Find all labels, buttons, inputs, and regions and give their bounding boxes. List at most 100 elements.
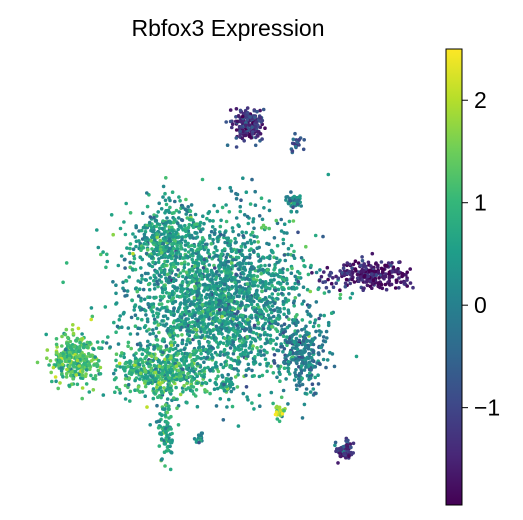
cell-point	[196, 261, 201, 266]
cell-point	[170, 431, 174, 436]
cell-point	[236, 355, 241, 360]
cell-point	[239, 198, 243, 202]
cell-point	[159, 268, 164, 272]
cell-point	[179, 261, 184, 266]
cell-point	[66, 335, 70, 340]
cell-point	[256, 352, 260, 357]
cell-point	[248, 202, 253, 206]
cell-point	[282, 360, 286, 365]
cell-point	[142, 242, 146, 246]
cell-point	[254, 332, 259, 336]
cell-point	[321, 349, 326, 353]
cell-point	[279, 395, 284, 400]
cell-point	[138, 255, 143, 260]
cell-point	[180, 310, 185, 315]
cell-point	[178, 252, 183, 257]
cell-point	[131, 261, 136, 265]
cell-point	[82, 345, 86, 349]
cell-point	[294, 286, 299, 290]
cell-point	[235, 119, 240, 124]
cell-point	[200, 236, 205, 240]
colorbar-tick-label: 0	[474, 292, 487, 318]
cell-point	[201, 266, 206, 270]
cell-point	[281, 388, 286, 393]
cell-point	[394, 269, 399, 273]
cell-point	[145, 191, 149, 195]
cell-point	[289, 190, 293, 194]
cell-point	[247, 287, 251, 291]
cell-point	[201, 345, 206, 349]
cell-point	[205, 324, 209, 329]
cell-point	[256, 130, 260, 134]
cell-point	[290, 346, 295, 350]
cell-point	[258, 258, 263, 263]
cell-point	[277, 274, 281, 279]
cell-point	[233, 358, 237, 363]
cell-point	[185, 280, 189, 284]
cell-point	[358, 275, 363, 279]
cell-point	[311, 387, 316, 391]
cell-point	[201, 368, 205, 373]
cell-point	[171, 320, 176, 325]
cell-point	[258, 125, 263, 130]
cell-point	[283, 258, 288, 263]
cell-point	[188, 312, 192, 317]
cell-point	[220, 314, 224, 319]
cell-point	[338, 288, 342, 293]
cell-point	[157, 370, 161, 375]
cell-point	[144, 226, 148, 230]
cell-point	[116, 342, 121, 346]
cell-point	[163, 464, 167, 468]
cell-point	[228, 365, 232, 369]
cell-point	[133, 363, 137, 367]
cell-point	[161, 337, 165, 341]
cell-point	[233, 236, 237, 241]
cell-point	[263, 263, 267, 268]
cell-point	[109, 213, 114, 217]
cell-point	[222, 382, 226, 387]
cell-point	[154, 224, 159, 229]
cell-point	[178, 314, 182, 319]
cell-point	[186, 283, 190, 288]
cell-point	[214, 324, 219, 329]
cell-point	[254, 291, 259, 296]
cell-point	[190, 389, 195, 393]
cell-point	[116, 263, 121, 268]
cell-point	[241, 318, 245, 323]
cell-point	[282, 306, 287, 311]
cell-point	[224, 362, 229, 367]
cell-point	[154, 389, 159, 393]
cell-point	[249, 340, 253, 345]
cell-point	[176, 227, 180, 232]
cell-point	[169, 343, 174, 348]
cell-point	[252, 323, 257, 328]
cell-point	[149, 307, 153, 312]
cell-point	[183, 223, 187, 228]
cell-point	[290, 266, 294, 271]
cell-point	[173, 258, 177, 262]
cell-point	[348, 445, 353, 450]
cell-point	[282, 287, 286, 292]
cell-point	[180, 340, 184, 345]
cell-point	[286, 201, 291, 206]
cell-point	[74, 373, 79, 377]
cell-point	[195, 374, 199, 379]
cell-point	[131, 251, 135, 256]
cell-point	[70, 370, 75, 374]
cell-point	[177, 361, 181, 366]
cell-point	[139, 228, 144, 233]
cell-point	[191, 278, 195, 282]
cell-point	[222, 265, 226, 270]
cell-point	[199, 315, 204, 319]
cell-point	[289, 243, 294, 248]
cell-point	[127, 371, 132, 376]
cell-point	[334, 274, 338, 279]
cell-point	[338, 296, 342, 301]
cell-point	[207, 210, 212, 214]
cell-point	[275, 306, 280, 310]
cell-point	[231, 351, 236, 356]
cell-point	[63, 348, 68, 352]
cell-point	[165, 434, 169, 438]
cell-point	[145, 317, 150, 321]
cell-point	[402, 280, 407, 285]
